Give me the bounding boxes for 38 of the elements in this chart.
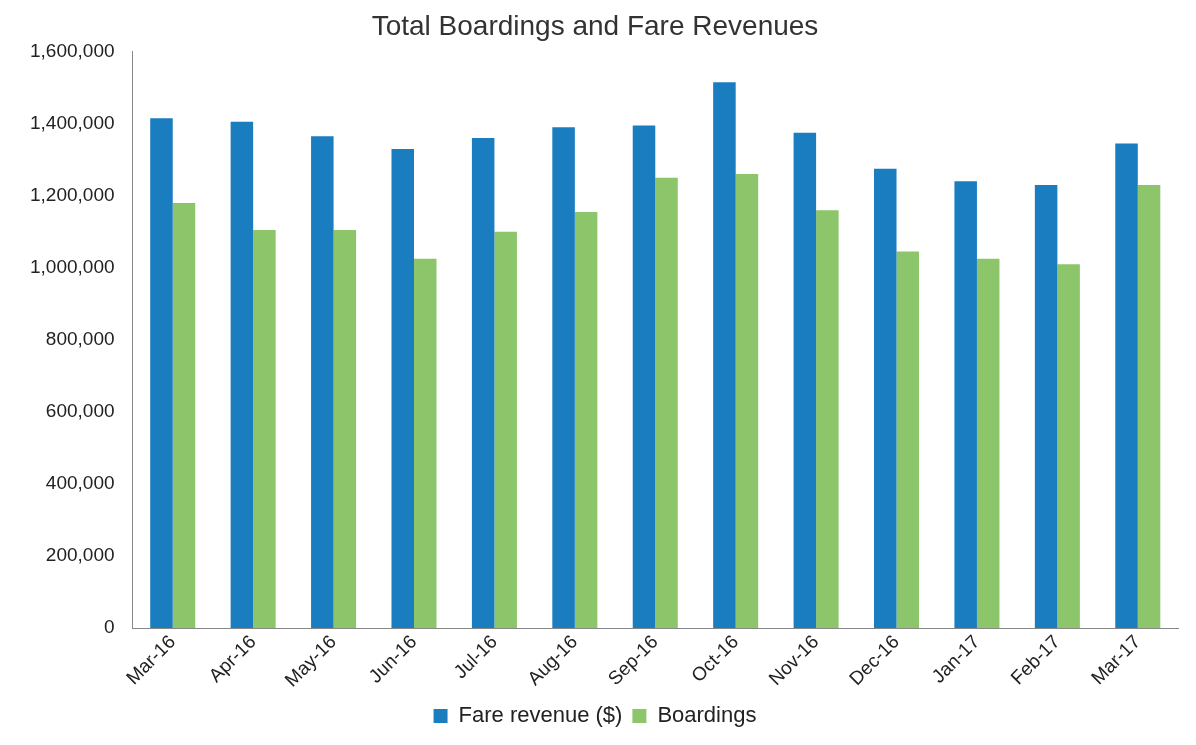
y-tick-label: 1,400,000	[29, 111, 115, 133]
bar	[1137, 184, 1161, 629]
legend-label: Fare revenue ($)	[458, 702, 623, 728]
bar	[713, 82, 736, 629]
chart-title: Total Boardings and Fare Revenues	[371, 9, 819, 41]
bar	[552, 127, 575, 629]
bar	[954, 181, 977, 629]
y-tick-label: 1,200,000	[29, 183, 115, 205]
y-tick-label: 1,600,000	[29, 39, 115, 61]
bar	[655, 177, 678, 629]
bar	[172, 202, 196, 629]
bar	[896, 251, 920, 629]
bar	[230, 121, 254, 629]
y-tick-label: 600,000	[45, 400, 115, 422]
y-tick-label: 1,000,000	[29, 256, 115, 278]
bar	[632, 125, 656, 629]
legend-label: Boardings	[657, 702, 757, 728]
bar	[150, 118, 173, 629]
bar	[976, 258, 1000, 629]
bar	[574, 211, 598, 629]
bar	[311, 136, 334, 629]
bar	[414, 258, 437, 629]
bar	[1115, 143, 1138, 629]
bar	[494, 231, 517, 629]
bar	[391, 148, 414, 629]
y-tick-label: 800,000	[45, 328, 115, 350]
bar	[735, 174, 759, 629]
y-tick-label: 200,000	[45, 544, 115, 566]
bar	[816, 210, 839, 629]
bar	[471, 138, 495, 629]
bar	[253, 229, 276, 629]
bar	[1057, 264, 1080, 629]
bar	[1034, 184, 1058, 629]
y-tick-label: 400,000	[45, 472, 115, 494]
bar	[333, 229, 357, 629]
bar	[874, 168, 897, 629]
y-tick-label: 0	[103, 616, 115, 638]
bar	[793, 132, 817, 629]
